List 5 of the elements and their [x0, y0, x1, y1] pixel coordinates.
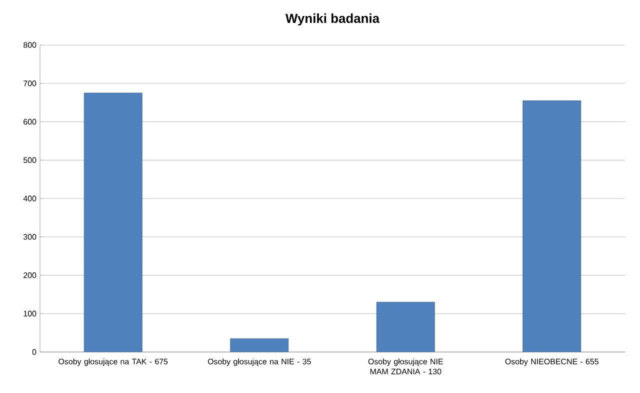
bar [522, 100, 582, 352]
bar [84, 92, 142, 352]
chart-title: Wyniki badania [285, 13, 380, 26]
bar [230, 338, 288, 352]
bar [376, 302, 435, 352]
